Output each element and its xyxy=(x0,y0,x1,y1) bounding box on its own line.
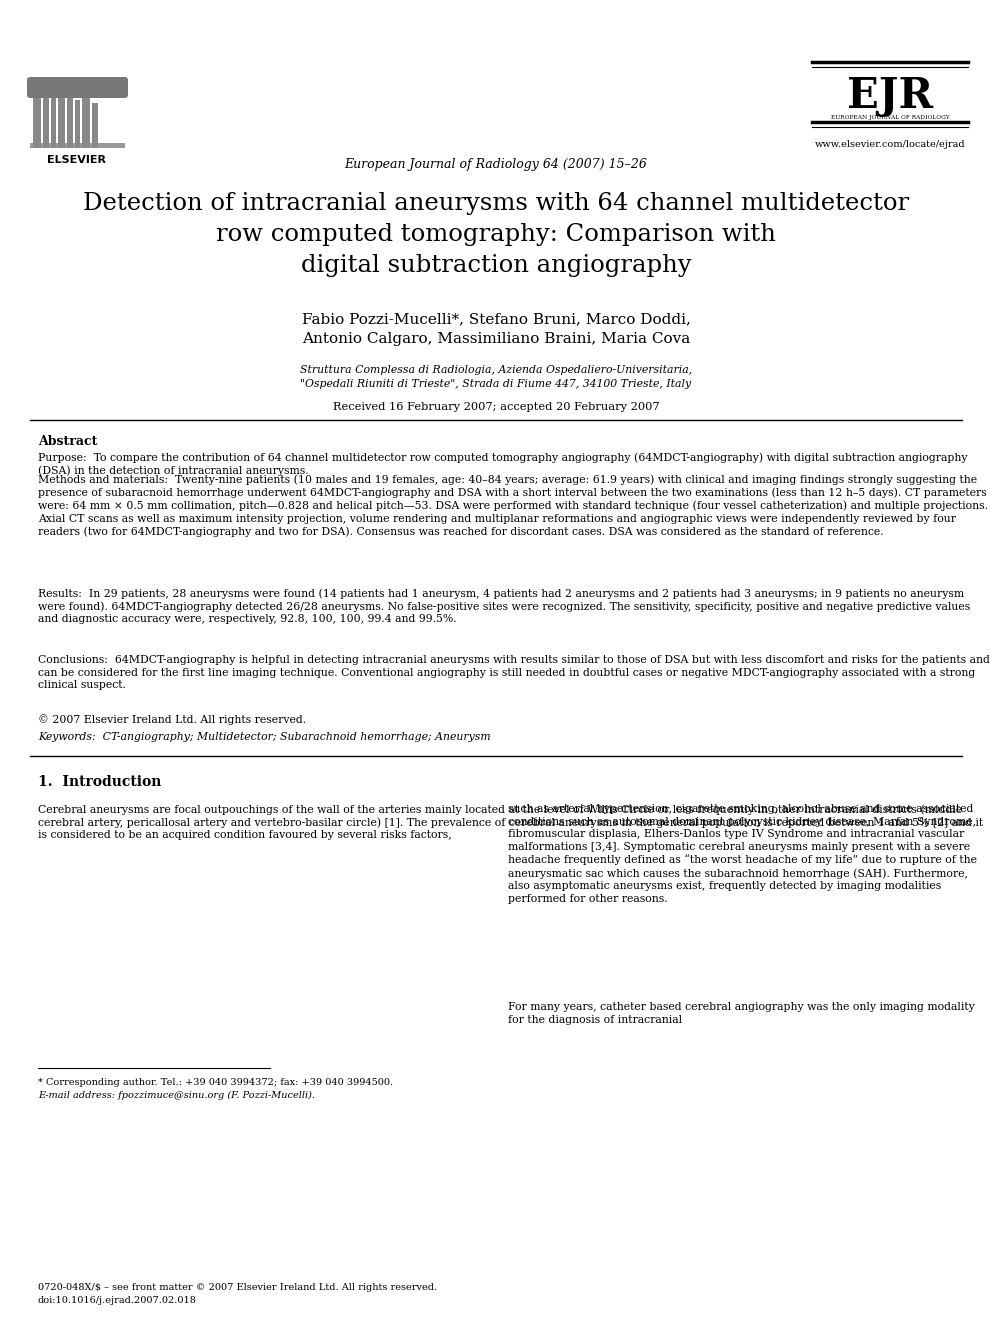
Text: © 2007 Elsevier Ireland Ltd. All rights reserved.: © 2007 Elsevier Ireland Ltd. All rights … xyxy=(38,714,307,725)
Text: Fabio Pozzi-Mucelli*, Stefano Bruni, Marco Doddi,
Antonio Calgaro, Massimiliano : Fabio Pozzi-Mucelli*, Stefano Bruni, Mar… xyxy=(302,312,690,345)
Bar xyxy=(51,98,56,148)
Text: Keywords:  CT-angiography; Multidetector; Subarachnoid hemorrhage; Aneurysm: Keywords: CT-angiography; Multidetector;… xyxy=(38,732,491,742)
Text: Cerebral aneurysms are focal outpouchings of the wall of the arteries mainly loc: Cerebral aneurysms are focal outpouching… xyxy=(38,804,983,840)
Text: Methods and materials:  Twenty-nine patients (10 males and 19 females, age: 40–8: Methods and materials: Twenty-nine patie… xyxy=(38,474,988,537)
Text: www.elsevier.com/locate/ejrad: www.elsevier.com/locate/ejrad xyxy=(814,140,965,149)
Text: doi:10.1016/j.ejrad.2007.02.018: doi:10.1016/j.ejrad.2007.02.018 xyxy=(38,1297,196,1304)
Text: Detection of intracranial aneurysms with 64 channel multidetector
row computed t: Detection of intracranial aneurysms with… xyxy=(83,192,909,278)
Text: Received 16 February 2007; accepted 20 February 2007: Received 16 February 2007; accepted 20 F… xyxy=(332,402,660,411)
Text: Results:  In 29 patients, 28 aneurysms were found (14 patients had 1 aneurysm, 4: Results: In 29 patients, 28 aneurysms we… xyxy=(38,587,970,624)
Text: 0720-048X/$ – see front matter © 2007 Elsevier Ireland Ltd. All rights reserved.: 0720-048X/$ – see front matter © 2007 El… xyxy=(38,1283,437,1293)
FancyBboxPatch shape xyxy=(27,77,128,98)
Text: Conclusions:  64MDCT-angiography is helpful in detecting intracranial aneurysms : Conclusions: 64MDCT-angiography is helpf… xyxy=(38,655,990,691)
Text: EUROPEAN JOURNAL OF RADIOLOGY: EUROPEAN JOURNAL OF RADIOLOGY xyxy=(830,115,949,120)
Text: For many years, catheter based cerebral angiography was the only imaging modalit: For many years, catheter based cerebral … xyxy=(508,1002,975,1024)
Bar xyxy=(82,93,90,148)
Text: 1.  Introduction: 1. Introduction xyxy=(38,775,162,789)
Text: ELSEVIER: ELSEVIER xyxy=(48,155,106,165)
Bar xyxy=(58,90,65,148)
Text: European Journal of Radiology 64 (2007) 15–26: European Journal of Radiology 64 (2007) … xyxy=(344,157,648,171)
Text: * Corresponding author. Tel.: +39 040 3994372; fax: +39 040 3994500.: * Corresponding author. Tel.: +39 040 39… xyxy=(38,1078,393,1088)
Bar xyxy=(43,89,49,148)
Bar xyxy=(30,143,125,148)
Text: "Ospedali Riuniti di Trieste", Strada di Fiume 447, 34100 Trieste, Italy: "Ospedali Riuniti di Trieste", Strada di… xyxy=(301,378,691,389)
Bar xyxy=(75,101,80,148)
Text: Abstract: Abstract xyxy=(38,435,97,448)
Bar xyxy=(67,97,73,148)
Text: such as arterial hypertension, cigarette smoking, alcohol abuse and some associa: such as arterial hypertension, cigarette… xyxy=(508,804,977,904)
Text: EJR: EJR xyxy=(847,75,933,116)
Text: Struttura Complessa di Radiologia, Azienda Ospedaliero-Universitaria,: Struttura Complessa di Radiologia, Azien… xyxy=(300,365,692,374)
Bar xyxy=(33,93,41,148)
Bar xyxy=(92,103,98,148)
Text: E-mail address: fpozzimuce@sinu.org (F. Pozzi-Mucelli).: E-mail address: fpozzimuce@sinu.org (F. … xyxy=(38,1091,315,1101)
Text: Purpose:  To compare the contribution of 64 channel multidetector row computed t: Purpose: To compare the contribution of … xyxy=(38,452,967,476)
